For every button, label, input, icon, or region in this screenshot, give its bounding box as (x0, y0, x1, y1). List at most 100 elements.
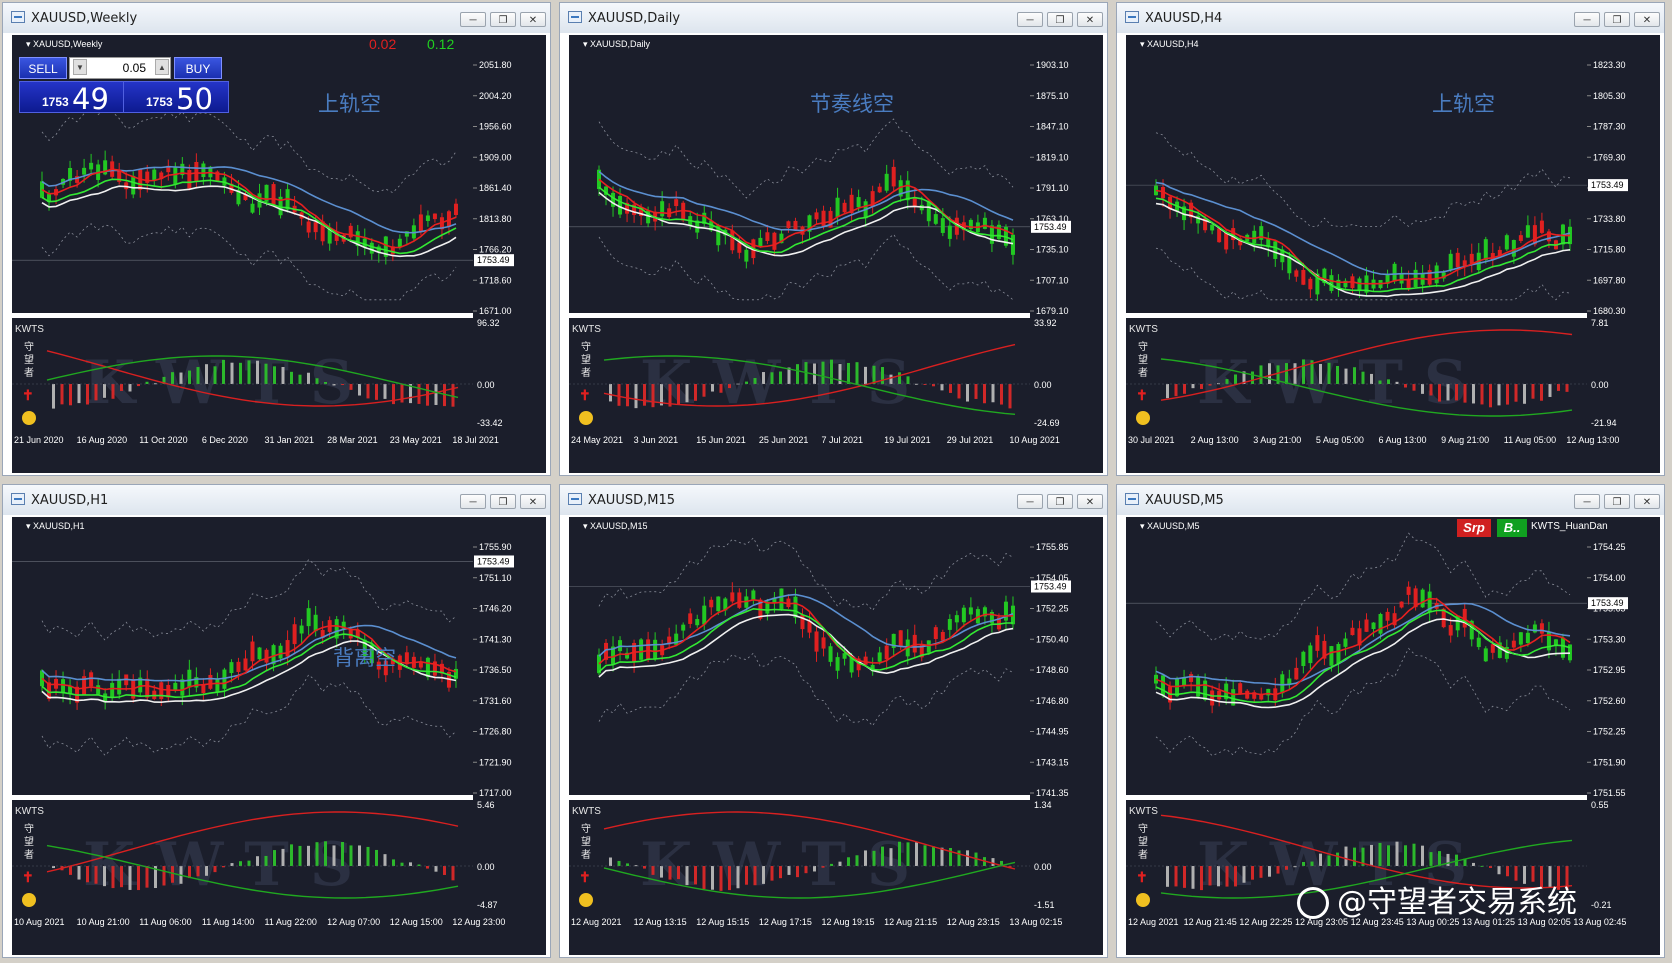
chart-area[interactable]: K W T S ▾ XAUUSD,H1 1755.90 1751.10 1746.20 1… (3, 515, 550, 957)
srp-badge[interactable]: Srp (1457, 519, 1491, 537)
oscillator-bar (1344, 368, 1348, 384)
candle-body (1532, 225, 1537, 245)
close-button[interactable]: ✕ (520, 12, 546, 27)
restore-button[interactable]: ❐ (1047, 494, 1073, 509)
buy-button[interactable]: BUY (174, 57, 222, 79)
sell-button[interactable]: SELL (19, 57, 67, 79)
chart-area[interactable]: K W T S▾ XAUUSD,H41823.301805.301787.301… (1117, 33, 1664, 475)
chart-area[interactable]: K W T S▾ XAUUSD,M51754.251754.001753.651… (1117, 515, 1664, 957)
candle-body (313, 222, 318, 233)
candle-body (716, 225, 721, 246)
oscillator-bar (796, 866, 799, 878)
candle-body (884, 173, 889, 191)
close-button[interactable]: ✕ (1634, 12, 1660, 27)
close-button[interactable]: ✕ (1634, 494, 1660, 509)
restore-button[interactable]: ❐ (1604, 494, 1630, 509)
candle-body (68, 686, 73, 694)
price-tick-label: 1717.00 (479, 788, 512, 798)
candle-body (982, 217, 987, 229)
candle-body (264, 649, 269, 663)
close-button[interactable]: ✕ (1077, 494, 1103, 509)
minimize-button[interactable]: ─ (1017, 12, 1043, 27)
chart-area[interactable]: K W T S▾ XAUUSD,Daily1903.101875.101847.… (560, 33, 1107, 475)
chart-window-weekly[interactable]: XAUUSD,Weekly ─ ❐ ✕ K W T S ▾ XAUUSD,Week… (2, 2, 551, 476)
window-titlebar[interactable]: XAUUSD,Daily ─ ❐ ✕ (560, 3, 1107, 34)
candle-body (695, 220, 700, 233)
oscillator-bar (1302, 359, 1305, 384)
chart-area[interactable]: K W T S ▾ XAUUSD,Weekly 2051.80 2004.20 1956… (3, 33, 550, 475)
restore-button[interactable]: ❐ (1047, 12, 1073, 27)
oscillator-bar (239, 861, 242, 866)
minimize-button[interactable]: ─ (460, 12, 486, 27)
oscillator-bar (1336, 365, 1339, 384)
window-titlebar[interactable]: XAUUSD,H1 ─ ❐ ✕ (3, 485, 550, 516)
window-titlebar[interactable]: XAUUSD,M15 ─ ❐ ✕ (560, 485, 1107, 516)
ask-price[interactable]: 1753 50 (123, 81, 229, 116)
minimize-button[interactable]: ─ (1574, 494, 1600, 509)
oscillator-bar (728, 866, 731, 891)
price-tick-label: 1819.10 (1036, 152, 1069, 162)
oscillator-red-line (1160, 814, 1573, 889)
time-tick-label: 6 Aug 13:00 (1379, 435, 1427, 445)
restore-button[interactable]: ❐ (490, 494, 516, 509)
oscillator-bar (230, 362, 234, 384)
chart-window-h1[interactable]: XAUUSD,H1 ─ ❐ ✕ K W T S ▾ XAUUSD,H1 1755.9… (2, 484, 551, 958)
minimize-button[interactable]: ─ (460, 494, 486, 509)
price-tick-label: 1718.60 (479, 275, 512, 285)
minimize-button[interactable]: ─ (1574, 12, 1600, 27)
candle-body (772, 597, 777, 603)
kwts-watermark: K W T S (640, 830, 910, 900)
candle-body (453, 203, 458, 215)
candle-body (793, 220, 798, 231)
oscillator-bar (1336, 852, 1339, 866)
candle-body (737, 242, 742, 253)
chart-window-m15[interactable]: XAUUSD,M15 ─ ❐ ✕ K W T S ▾ XAUUSD,M15 1755… (559, 484, 1108, 958)
candle-body (271, 184, 276, 205)
bid-price[interactable]: 1753 49 (19, 81, 125, 116)
candle-body (1455, 615, 1460, 631)
oscillator-bar (1395, 381, 1399, 384)
window-titlebar[interactable]: XAUUSD,M5 ─ ❐ ✕ (1117, 485, 1664, 516)
candle-body (968, 219, 973, 230)
candle-body (1287, 256, 1292, 274)
price-tick-label: 1752.25 (1593, 727, 1626, 737)
red-ma-line (598, 598, 1014, 665)
b-badge[interactable]: B.. (1497, 519, 1527, 537)
candle-body (243, 194, 248, 201)
lot-decrease-icon[interactable]: ▼ (73, 59, 87, 75)
chart-window-h4[interactable]: XAUUSD,H4 ─ ❐ ✕ K W T S ▾ XAUUSD,H4 1823.3… (1116, 2, 1665, 476)
price-tick-label: 1751.10 (479, 573, 512, 583)
window-titlebar[interactable]: XAUUSD,H4 ─ ❐ ✕ (1117, 3, 1664, 34)
oscillator-bar (685, 866, 689, 886)
oscillator-bar (179, 372, 183, 384)
minimize-button[interactable]: ─ (1017, 494, 1043, 509)
lot-size-input[interactable]: 0.05 (69, 57, 171, 79)
time-tick-label: 10 Aug 21:00 (77, 917, 130, 927)
close-button[interactable]: ✕ (1077, 12, 1103, 27)
lot-increase-icon[interactable]: ▲ (155, 59, 169, 75)
chart-window-m5[interactable]: XAUUSD,M5 ─ ❐ ✕ K W T S ▾ XAUUSD,M5 1754.2… (1116, 484, 1665, 958)
oscillator-bar (409, 384, 412, 404)
restore-button[interactable]: ❐ (490, 12, 516, 27)
price-tick-label: 1755.90 (479, 542, 512, 552)
time-tick-label: 30 Jul 2021 (1128, 435, 1175, 445)
oscillator-tick-label: 0.00 (1034, 380, 1052, 390)
chart-window-daily[interactable]: XAUUSD,Daily ─ ❐ ✕ K W T S ▾ XAUUSD,Daily… (559, 2, 1108, 476)
candle-body (432, 661, 437, 676)
candle-body (173, 682, 178, 690)
close-button[interactable]: ✕ (520, 494, 546, 509)
time-tick-label: 12 Aug 19:15 (822, 917, 875, 927)
oscillator-bar (1531, 384, 1535, 399)
green-ma-line (1155, 197, 1571, 293)
candle-body (1511, 239, 1516, 257)
window-titlebar[interactable]: XAUUSD,Weekly ─ ❐ ✕ (3, 3, 550, 34)
candle-body (1525, 225, 1530, 238)
candle-body (1385, 273, 1390, 284)
restore-button[interactable]: ❐ (1604, 12, 1630, 27)
chart-area[interactable]: K W T S ▾ XAUUSD,M15 1755.85 1754.05 1752.25… (560, 515, 1107, 957)
oscillator-bar (779, 371, 782, 384)
yin-yang-icon (579, 893, 593, 907)
oscillator-bar (949, 384, 952, 393)
oscillator-bar (290, 844, 293, 866)
time-tick-label: 16 Aug 2020 (77, 435, 128, 445)
